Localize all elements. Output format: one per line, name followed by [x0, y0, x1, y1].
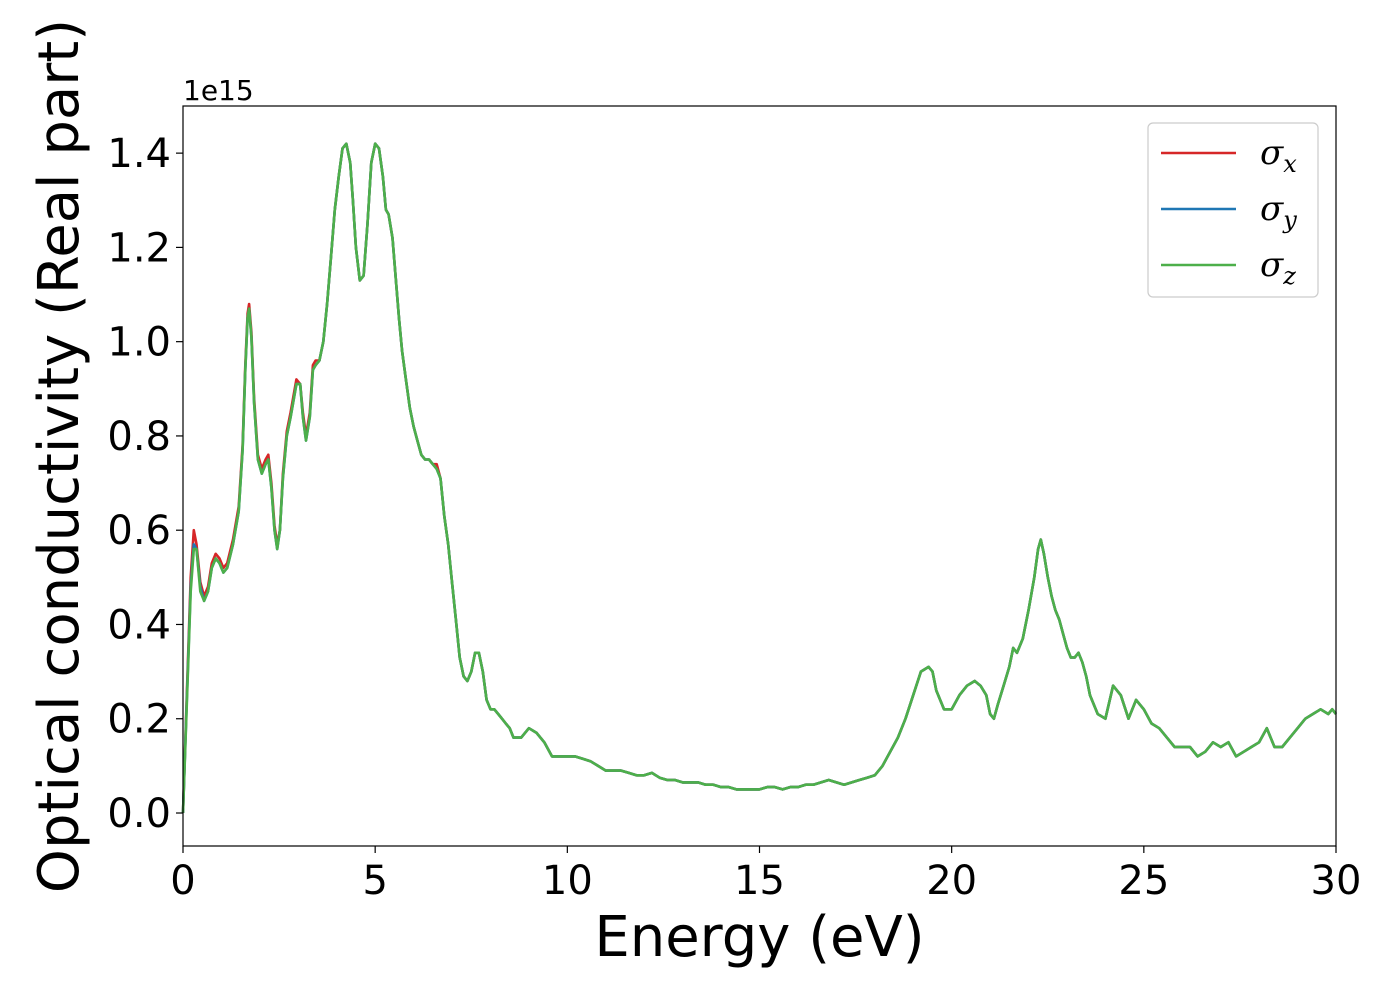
- y-tick-label: 1.2: [107, 225, 171, 271]
- y-tick-label: 0.6: [107, 508, 171, 554]
- series-layer: [181, 142, 1338, 814]
- legend-label-2: σy: [1260, 189, 1297, 234]
- y-tick-label: 0.0: [107, 791, 171, 837]
- x-tick-label: 30: [1311, 858, 1362, 904]
- y-axis-offset-label: 1e15: [183, 74, 254, 107]
- y-tick-label: 0.4: [107, 602, 171, 648]
- legend-label-3: σz: [1260, 245, 1296, 290]
- legend: σx σy σz: [1147, 122, 1319, 298]
- x-tick-label: 0: [170, 858, 195, 904]
- x-tick-label: 20: [926, 858, 977, 904]
- y-axis-title: Optical conductivity (Real part): [27, 19, 92, 893]
- x-tick-label: 5: [362, 858, 387, 904]
- y-tick-label: 1.4: [107, 131, 171, 177]
- x-tick-label: 25: [1118, 858, 1169, 904]
- x-tick-label: 10: [542, 858, 593, 904]
- legend-label-1: σx: [1260, 133, 1297, 178]
- y-tick-label: 0.8: [107, 414, 171, 460]
- x-tick-label: 15: [734, 858, 785, 904]
- y-axis-ticks: 0.0 0.2 0.4 0.6 0.8 1.0 1.2 1.4: [107, 131, 183, 837]
- y-tick-label: 0.2: [107, 697, 171, 743]
- y-tick-label: 1.0: [107, 320, 171, 366]
- x-axis-ticks: 0 5 10 15 20 25 30: [170, 846, 1361, 904]
- x-axis-title: Energy (eV): [594, 905, 924, 970]
- series-line-3: [181, 142, 1338, 814]
